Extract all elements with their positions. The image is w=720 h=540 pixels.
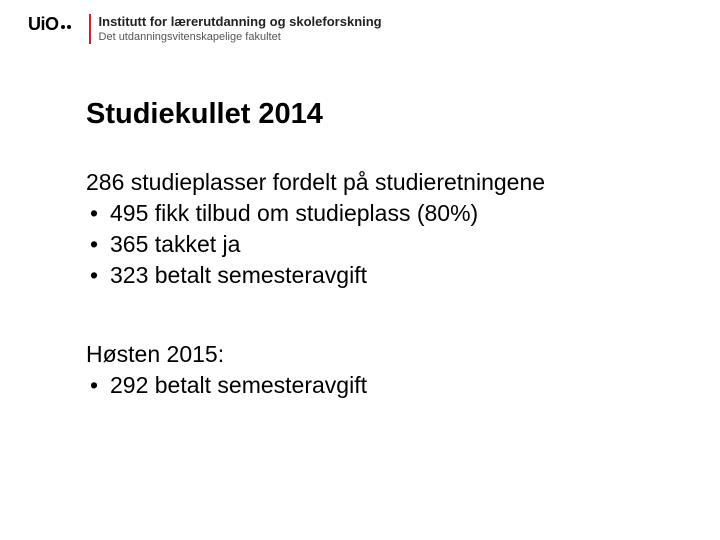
uio-logo: UiO [28, 14, 71, 35]
institute-block: Institutt for lærerutdanning og skolefor… [99, 14, 382, 43]
bullet-list-2: 292 betalt semesteravgift [86, 370, 670, 401]
slide-header: UiO Institutt for lærerutdanning og skol… [28, 14, 382, 44]
bullet-list-1: 495 fikk tilbud om studieplass (80%) 365… [86, 198, 670, 291]
list-item: 495 fikk tilbud om studieplass (80%) [86, 198, 670, 229]
list-item: 365 takket ja [86, 229, 670, 260]
vertical-separator [89, 14, 91, 44]
faculty-name: Det utdanningsvitenskapelige fakultet [99, 31, 382, 43]
institute-name: Institutt for lærerutdanning og skolefor… [99, 14, 382, 29]
slide-title: Studiekullet 2014 [86, 98, 670, 131]
logo-dot-icon [67, 25, 71, 29]
logo-dot-icon [61, 25, 65, 29]
section-2: Høsten 2015: 292 betalt semesteravgift [86, 339, 670, 401]
intro-text: 286 studieplasser fordelt på studieretni… [86, 167, 670, 198]
logo-text: UiO [28, 14, 59, 35]
section-2-heading: Høsten 2015: [86, 339, 670, 370]
slide: UiO Institutt for lærerutdanning og skol… [0, 0, 720, 540]
slide-content: Studiekullet 2014 286 studieplasser ford… [86, 98, 670, 401]
list-item: 323 betalt semesteravgift [86, 260, 670, 291]
section-1: 286 studieplasser fordelt på studieretni… [86, 167, 670, 291]
list-item: 292 betalt semesteravgift [86, 370, 670, 401]
